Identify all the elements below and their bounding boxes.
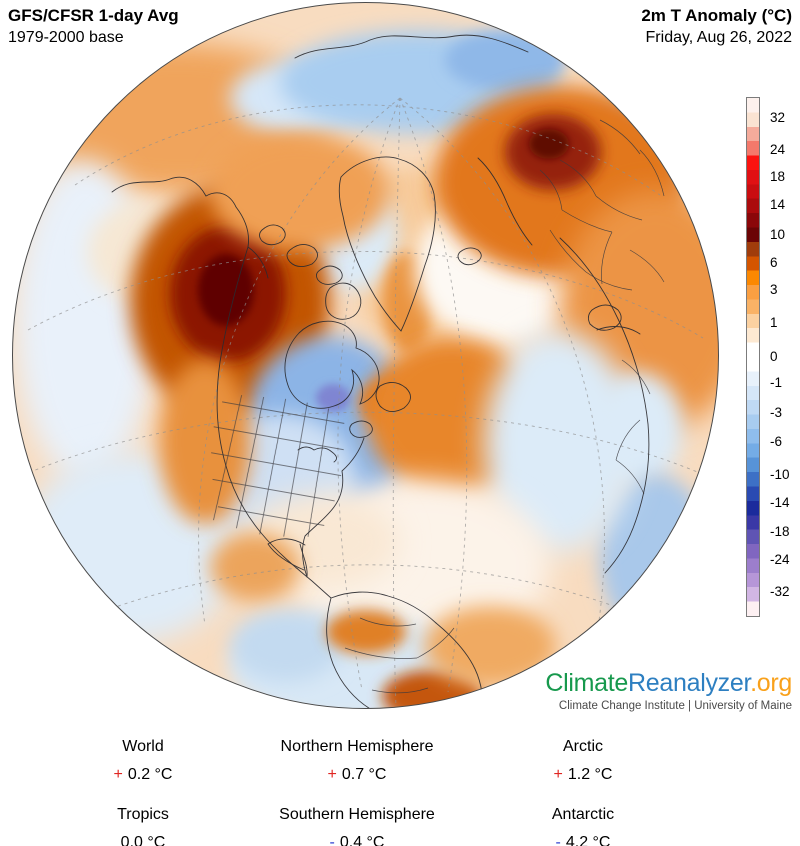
stat-sign: + [553, 766, 563, 783]
variable-title: 2m T Anomaly (°C) [641, 6, 792, 25]
colorbar-tick-label: 0 [770, 349, 778, 364]
colorbar-tick-label: 32 [770, 109, 786, 125]
stat-label: Arctic [563, 738, 603, 755]
stat-label: Southern Hemisphere [279, 806, 435, 823]
colorbar-tick-label: 24 [770, 142, 786, 158]
stat-value: +1.2 °C [463, 761, 703, 789]
colorbar-tick-label: 14 [770, 197, 786, 213]
stat-sign: + [113, 766, 123, 783]
baseline-subtitle: 1979-2000 base [8, 29, 124, 46]
logo-reanalyzer: Reanalyzer [628, 669, 751, 697]
stat-northern-hemisphere: Northern Hemisphere +0.7 °C [237, 733, 477, 789]
stat-value: +0.2 °C [23, 761, 263, 789]
globe-outline [12, 2, 719, 709]
border-lines [211, 119, 665, 694]
header-left: GFS/CFSR 1-day Avg 1979-2000 base [8, 5, 179, 48]
date-subtitle: Friday, Aug 26, 2022 [645, 29, 792, 46]
logo-tagline: Climate Change Institute | University of… [558, 700, 792, 712]
graticule-lines [15, 97, 717, 709]
stat-value: +0.7 °C [237, 761, 477, 789]
stat-number: 0.0 °C [120, 834, 166, 846]
stat-number: 0.7 °C [341, 766, 387, 783]
stat-number: 0.4 °C [339, 834, 385, 846]
stat-label: Tropics [117, 806, 169, 823]
dataset-title: GFS/CFSR 1-day Avg [8, 6, 179, 25]
stat-sign: + [327, 766, 337, 783]
colorbar-gradient [746, 97, 760, 617]
stat-label: Northern Hemisphere [280, 738, 434, 755]
colorbar-tick-label: -3 [770, 405, 783, 421]
stat-value: 0.0 °C [23, 829, 263, 846]
colorbar-tick-label: -24 [770, 551, 790, 567]
colorbar-tick-label: 10 [770, 226, 786, 242]
colorbar-tick-label: -1 [770, 375, 783, 390]
stat-value: -0.4 °C [237, 829, 477, 846]
stat-arctic: Arctic +1.2 °C [463, 733, 703, 789]
colorbar-tick-label: -6 [770, 433, 783, 449]
colorbar-tick-label: 1 [770, 315, 778, 331]
logo-climate: Climate [545, 669, 629, 697]
coastlines [111, 34, 650, 709]
stat-value: -4.2 °C [463, 829, 703, 846]
stat-number: 1.2 °C [567, 766, 613, 783]
stat-antarctic: Antarctic -4.2 °C [463, 801, 703, 846]
header-right: 2m T Anomaly (°C) Friday, Aug 26, 2022 [641, 5, 792, 48]
colorbar-tick-label: -18 [770, 524, 790, 540]
stat-number: 4.2 °C [565, 834, 611, 846]
colorbar-tick-label: 6 [770, 254, 778, 270]
stat-number: 0.2 °C [127, 766, 173, 783]
colorbar-tick-label: 18 [770, 169, 786, 185]
site-logo[interactable]: ClimateReanalyzer.org Climate Change Ins… [545, 668, 792, 712]
logo-org: .org [750, 669, 792, 697]
stat-tropics: Tropics 0.0 °C [23, 801, 263, 846]
stat-sign: - [555, 834, 561, 846]
colorbar-tick-label: -32 [770, 584, 790, 600]
colorbar-tick-label: -10 [770, 467, 790, 483]
colorbar-tick-label: 3 [770, 281, 778, 297]
stat-sign: - [329, 834, 335, 846]
stat-southern-hemisphere: Southern Hemisphere -0.4 °C [237, 801, 477, 846]
logo-wordmark[interactable]: ClimateReanalyzer.org [545, 668, 792, 698]
stat-label: World [122, 738, 164, 755]
colorbar: 32 24 18 14 10 6 3 1 0 -1 -3 -6 -10 -14 -18 -24 -32 [746, 97, 800, 617]
stat-world: World +0.2 °C [23, 733, 263, 789]
stat-label: Antarctic [551, 806, 615, 823]
colorbar-tick-label: -14 [770, 495, 790, 511]
